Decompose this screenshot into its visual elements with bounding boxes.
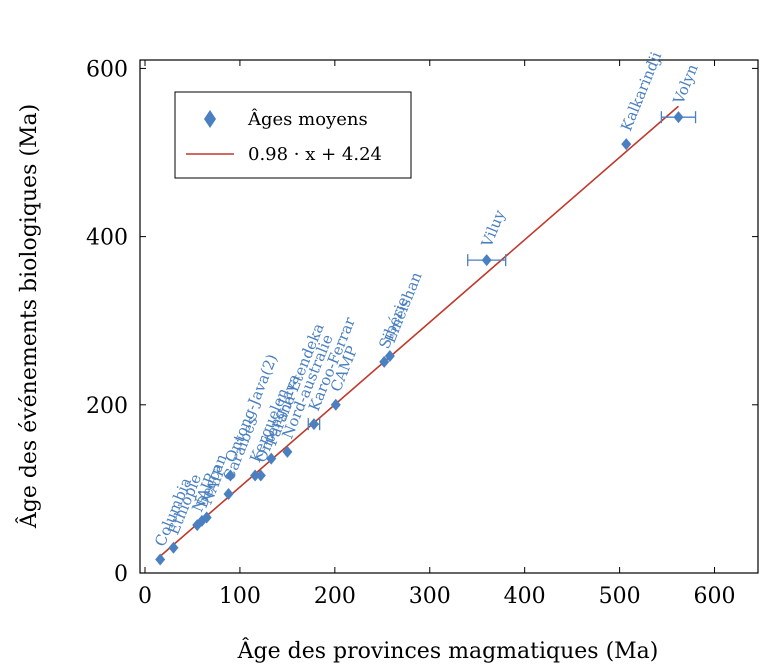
x-tick-label: 100	[219, 584, 261, 609]
data-point-diamond	[168, 541, 179, 554]
y-tick-label: 200	[86, 394, 128, 419]
data-point-diamond	[308, 418, 319, 431]
y-tick-label: 600	[86, 57, 128, 82]
x-tick-label: 600	[694, 584, 736, 609]
data-point-diamond	[201, 511, 212, 524]
x-tick-label: 200	[314, 584, 356, 609]
x-tick-label: 500	[599, 584, 641, 609]
point-label: Viluy	[477, 207, 509, 251]
y-tick-label: 400	[86, 226, 128, 251]
fit-layer	[159, 105, 679, 557]
plot-frame	[139, 59, 759, 574]
point-label: Emeishan	[381, 269, 426, 345]
data-point-diamond	[225, 469, 236, 482]
y-tick-label: 0	[114, 562, 128, 587]
data-point-diamond	[330, 398, 341, 411]
legend-label-mean-ages: Âges moyens	[247, 107, 368, 130]
legend-marker-diamond	[204, 110, 216, 128]
data-point-diamond	[155, 553, 166, 566]
data-point-diamond	[481, 254, 492, 267]
data-point-diamond	[250, 469, 261, 482]
point-label: Kalkarindji	[617, 49, 665, 133]
points-layer	[155, 111, 697, 566]
data-point-diamond	[282, 445, 293, 458]
x-tick-label: 300	[409, 584, 451, 609]
point-label: Volyn	[669, 61, 702, 107]
data-point-diamond	[223, 487, 234, 500]
x-tick-label: 0	[138, 584, 152, 609]
legend: Âges moyens 0.98 · x + 4.24	[174, 91, 412, 179]
data-point-diamond	[255, 469, 266, 482]
data-point-diamond	[384, 350, 395, 363]
legend-box	[174, 91, 412, 179]
data-point-diamond	[379, 355, 390, 368]
legend-label-fit: 0.98 · x + 4.24	[248, 144, 382, 165]
x-axis-title: Âge des provinces magmatiques (Ma)	[237, 637, 659, 664]
axis-ticks: 0 100 200 300 400 500 600 0 200 400 600	[86, 57, 758, 609]
x-tick-label: 400	[504, 584, 546, 609]
data-point-diamond	[673, 111, 684, 124]
y-axis-title: Âge des événements biologiques (Ma)	[15, 104, 42, 529]
data-point-diamond	[621, 138, 632, 151]
data-point-diamond	[266, 452, 277, 465]
fit-line	[159, 105, 679, 557]
